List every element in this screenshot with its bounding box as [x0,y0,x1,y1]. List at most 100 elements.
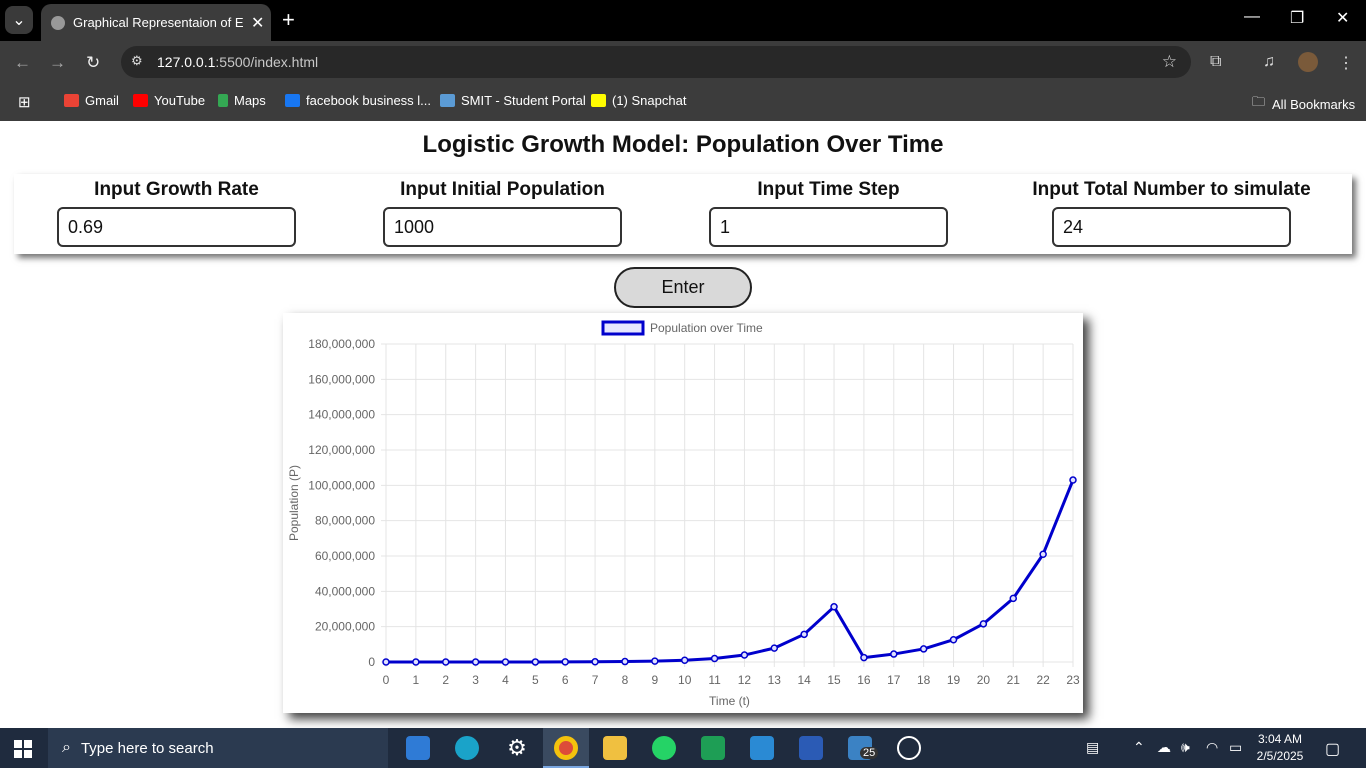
maps-icon [218,94,228,107]
legend-label: Population over Time [650,321,763,335]
data-point [680,656,689,664]
y-tick-label: 20,000,000 [315,620,375,634]
bookmark-snapchat[interactable]: (1) Snapchat [591,93,686,108]
page-title: Logistic Growth Model: Population Over T… [422,131,944,158]
data-point [740,651,749,659]
data-point [471,658,480,666]
bookmark-label: SMIT - Student Portal [461,93,586,108]
app-icon[interactable] [701,736,725,760]
meta-icon [285,94,300,107]
legend-swatch [601,320,645,336]
star-icon[interactable]: ☆ [1161,52,1177,71]
kebab-menu-icon[interactable]: ⋮ [1338,55,1354,72]
forward-icon[interactable]: → [49,53,66,72]
bookmarks-bar: ⊞ Gmail YouTube Maps facebook business l… [0,84,1366,121]
tab-search-button[interactable]: ⌄ [5,6,33,34]
store-icon[interactable] [406,736,430,760]
media-player-icon[interactable] [897,736,921,760]
data-point [949,635,958,644]
x-tick-label: 10 [678,673,692,687]
initial-population-input[interactable] [383,207,622,247]
url-path: :5500/index.html [215,54,319,70]
bookmark-smit[interactable]: SMIT - Student Portal [440,93,586,108]
folder-icon: 🗀 [1252,94,1266,109]
data-point [412,658,420,666]
total-number-input[interactable] [1052,207,1291,247]
initial-population-field: Input Initial Population [383,174,622,247]
windows-start-icon[interactable] [14,740,32,758]
wifi-icon[interactable]: ◠ [1206,739,1219,755]
data-point [651,657,659,665]
clock-time: 3:04 AM [1257,732,1303,746]
x-tick-label: 4 [502,673,509,687]
growth-rate-input[interactable] [57,207,296,247]
data-point [531,658,540,666]
y-tick-label: 120,000,000 [308,443,375,457]
notifications-icon[interactable]: ▢ [1325,741,1341,758]
reload-icon[interactable]: ↻ [86,53,101,72]
time-step-input[interactable] [709,207,948,247]
x-tick-label: 21 [1007,673,1021,687]
x-tick-label: 1 [413,673,420,687]
bookmark-label: Gmail [85,93,119,108]
time-step-field: Input Time Step [709,174,948,247]
x-tick-label: 22 [1036,673,1050,687]
bookmark-youtube[interactable]: YouTube [133,93,205,108]
all-bookmarks[interactable]: 🗀 All Bookmarks [1252,93,1355,115]
x-tick-label: 2 [442,673,449,687]
snapchat-icon [591,94,606,107]
url-host: 127.0.0.1 [157,54,216,70]
avatar[interactable] [1298,52,1318,72]
x-tick-label: 6 [562,673,569,687]
data-point [441,658,450,666]
close-icon[interactable]: ✕ [251,14,265,32]
x-tick-label: 13 [768,673,782,687]
media-icon[interactable]: ♫ [1263,53,1275,70]
data-point [621,657,629,666]
enter-button[interactable]: Enter [614,267,752,308]
bookmark-gmail[interactable]: Gmail [64,93,119,108]
taskbar-clock[interactable]: 3:04 AM 2/5/2025 [1252,731,1308,765]
minimize-icon[interactable]: — [1244,8,1260,25]
edge-icon[interactable] [455,736,479,760]
window-close-icon[interactable]: ✕ [1336,10,1350,27]
input-panel: Input Growth Rate Input Initial Populati… [14,174,1352,254]
battery-icon[interactable]: ▭ [1229,739,1243,755]
extensions-icon[interactable]: ⧉ [1210,53,1222,70]
y-tick-label: 0 [368,655,375,669]
address-bar[interactable]: ⚙ 127.0.0.1:5500/index.html ☆ [121,46,1191,78]
bookmark-facebook[interactable]: facebook business l... [285,93,431,108]
y-tick-label: 180,000,000 [308,337,375,351]
y-tick-label: 100,000,000 [308,478,375,492]
bookmark-label: Maps [234,93,266,108]
data-point [770,644,779,652]
data-point [501,658,510,666]
settings-icon[interactable]: ⚙ [507,735,527,760]
taskbar-search[interactable]: ⌕ Type here to search [48,728,388,768]
file-explorer-icon[interactable] [603,736,627,760]
restore-icon[interactable]: ❐ [1290,10,1305,27]
back-icon[interactable]: ← [14,53,31,72]
y-tick-label: 40,000,000 [315,584,375,598]
volume-icon[interactable]: 🕪 [1181,739,1190,755]
data-point [919,645,928,653]
new-tab-button[interactable]: + [282,7,295,32]
browser-tab[interactable]: Graphical Representaion of Exp ✕ [41,4,271,41]
youtube-icon [133,94,148,107]
apps-icon[interactable]: ⊞ [18,94,31,111]
news-icon[interactable]: ▤ [1086,739,1100,755]
data-point [1009,594,1018,603]
whatsapp-icon[interactable] [652,736,676,760]
word-icon[interactable] [799,736,823,760]
vscode-icon[interactable] [750,736,774,760]
x-tick-label: 9 [651,673,658,687]
bookmark-maps[interactable]: Maps [218,93,266,108]
chevron-up-icon[interactable]: ⌃ [1133,739,1145,755]
site-info-icon[interactable]: ⚙ [131,53,143,68]
x-tick-label: 23 [1066,673,1080,687]
population-chart: 0 1 2 3 4 5 6 7 8 9 10 11 12 13 14 15 16 17 18 19 20 21 22 2302… [287,320,1080,708]
chrome-icon[interactable] [554,736,578,760]
growth-rate-field: Input Growth Rate [57,174,296,247]
time-step-label: Input Time Step [757,179,900,200]
cloud-icon[interactable]: ☁ [1157,739,1171,755]
